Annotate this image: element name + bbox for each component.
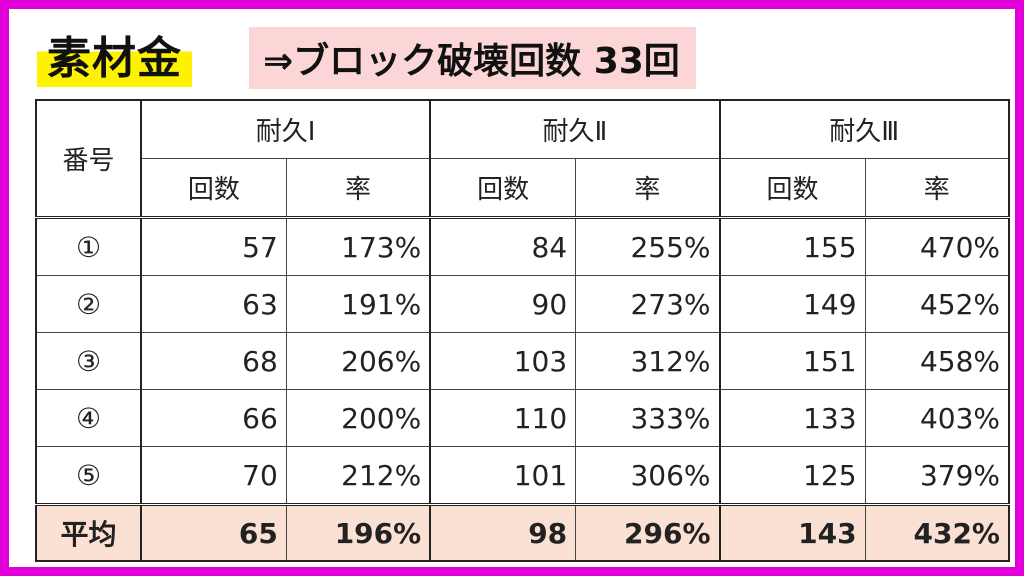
- average-rate-cell: 196%: [285, 503, 432, 562]
- count-cell: 110: [429, 389, 577, 447]
- count-cell: 133: [719, 389, 866, 447]
- sub-header: 回数: [719, 158, 866, 219]
- rate-cell: 403%: [864, 389, 1010, 447]
- average-rate-cell: 296%: [575, 503, 721, 562]
- rate-cell: 306%: [575, 446, 721, 505]
- count-cell: 70: [140, 446, 287, 505]
- table-row: ③ 68 206% 103 312% 151 458%: [35, 332, 1010, 390]
- count-cell: 57: [140, 217, 287, 276]
- rate-cell: 458%: [864, 332, 1010, 390]
- row-label: ②: [35, 275, 143, 333]
- page-subtitle: ⇒ブロック破壊回数 33回: [249, 27, 696, 89]
- table-row: ⑤ 70 212% 101 306% 125 379%: [35, 446, 1010, 505]
- average-rate-cell: 432%: [864, 503, 1010, 562]
- average-count-cell: 98: [429, 503, 577, 562]
- rate-cell: 191%: [285, 275, 432, 333]
- row-label: ④: [35, 389, 143, 447]
- count-cell: 84: [429, 217, 577, 276]
- average-label: 平均: [35, 503, 143, 562]
- sub-header: 回数: [429, 158, 577, 219]
- page-title: 素材金: [37, 21, 192, 87]
- average-count-cell: 65: [140, 503, 287, 562]
- count-cell: 90: [429, 275, 577, 333]
- rate-cell: 173%: [285, 217, 432, 276]
- count-cell: 125: [719, 446, 866, 505]
- average-count-cell: 143: [719, 503, 866, 562]
- rate-cell: 255%: [575, 217, 721, 276]
- sub-header: 率: [864, 158, 1010, 219]
- average-row: 平均 65 196% 98 296% 143 432%: [35, 503, 1010, 562]
- rate-cell: 379%: [864, 446, 1010, 505]
- count-cell: 151: [719, 332, 866, 390]
- group-header: 耐久Ⅱ: [429, 99, 721, 159]
- index-header: 番号: [35, 99, 143, 219]
- rate-cell: 273%: [575, 275, 721, 333]
- table-row: ① 57 173% 84 255% 155 470%: [35, 217, 1010, 276]
- count-cell: 101: [429, 446, 577, 505]
- rate-cell: 312%: [575, 332, 721, 390]
- row-label: ①: [35, 217, 143, 276]
- rate-cell: 452%: [864, 275, 1010, 333]
- rate-cell: 470%: [864, 217, 1010, 276]
- rate-cell: 333%: [575, 389, 721, 447]
- row-label: ⑤: [35, 446, 143, 505]
- rate-cell: 212%: [285, 446, 432, 505]
- count-cell: 63: [140, 275, 287, 333]
- group-header: 耐久Ⅰ: [140, 99, 432, 159]
- row-label: ③: [35, 332, 143, 390]
- count-cell: 149: [719, 275, 866, 333]
- sub-header: 率: [575, 158, 721, 219]
- sub-header: 率: [285, 158, 432, 219]
- rate-cell: 200%: [285, 389, 432, 447]
- table-row: ② 63 191% 90 273% 149 452%: [35, 275, 1010, 333]
- count-cell: 66: [140, 389, 287, 447]
- results-table: 番号 耐久Ⅰ 耐久Ⅱ 耐久Ⅲ 回数 率 回数 率 回数 率 ① 57 173% …: [35, 99, 1010, 562]
- count-cell: 155: [719, 217, 866, 276]
- count-cell: 103: [429, 332, 577, 390]
- count-cell: 68: [140, 332, 287, 390]
- group-header: 耐久Ⅲ: [719, 99, 1010, 159]
- table-row: ④ 66 200% 110 333% 133 403%: [35, 389, 1010, 447]
- sub-header: 回数: [140, 158, 287, 219]
- rate-cell: 206%: [285, 332, 432, 390]
